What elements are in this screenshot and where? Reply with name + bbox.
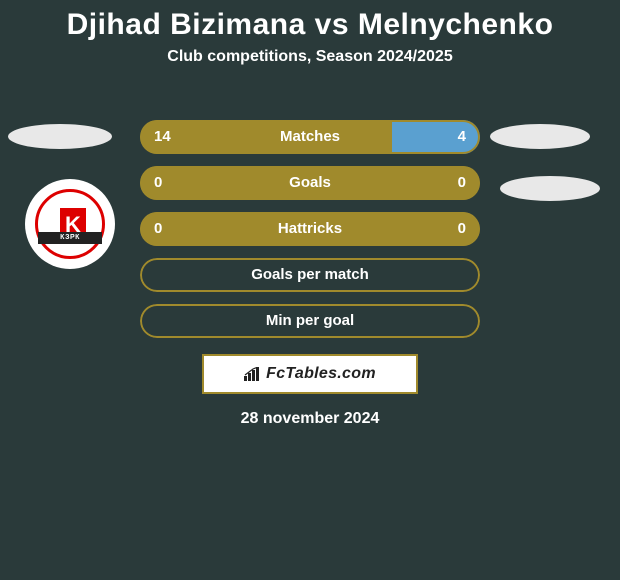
stat-row: Hattricks0 0 xyxy=(140,212,480,246)
brand-text: FcTables.com xyxy=(266,365,376,383)
club-logo: K КЗРК xyxy=(25,179,115,269)
club-logo-inner: K КЗРК xyxy=(35,189,105,259)
brand-box: FcTables.com xyxy=(202,354,418,394)
stat-value-right: 0 xyxy=(458,212,466,246)
stat-value-right: 0 xyxy=(458,166,466,200)
stat-label: Matches xyxy=(140,120,480,154)
stat-rows: Matches144Goals00Hattricks00Goals per ma… xyxy=(140,120,480,350)
stat-label: Min per goal xyxy=(140,304,480,338)
date-label: 28 november 2024 xyxy=(0,410,620,428)
player-oval xyxy=(490,124,590,149)
page-title: Djihad Bizimana vs Melnychenko xyxy=(0,0,620,42)
club-logo-band: КЗРК xyxy=(38,232,102,244)
player-oval xyxy=(500,176,600,201)
page-subtitle: Club competitions, Season 2024/2025 xyxy=(0,48,620,66)
stat-value-left: 0 xyxy=(154,212,162,246)
player-oval xyxy=(8,124,112,149)
stat-row: Goals per match xyxy=(140,258,480,292)
chart-icon xyxy=(244,367,262,381)
stat-label: Hattricks xyxy=(140,212,480,246)
stat-value-left: 14 xyxy=(154,120,171,154)
stat-value-left: 0 xyxy=(154,166,162,200)
stat-row: Min per goal xyxy=(140,304,480,338)
stat-row: Matches14 4 xyxy=(140,120,480,154)
stat-label: Goals xyxy=(140,166,480,200)
stat-row: Goals0 0 xyxy=(140,166,480,200)
stat-label: Goals per match xyxy=(140,258,480,292)
stat-value-right: 4 xyxy=(458,120,466,154)
